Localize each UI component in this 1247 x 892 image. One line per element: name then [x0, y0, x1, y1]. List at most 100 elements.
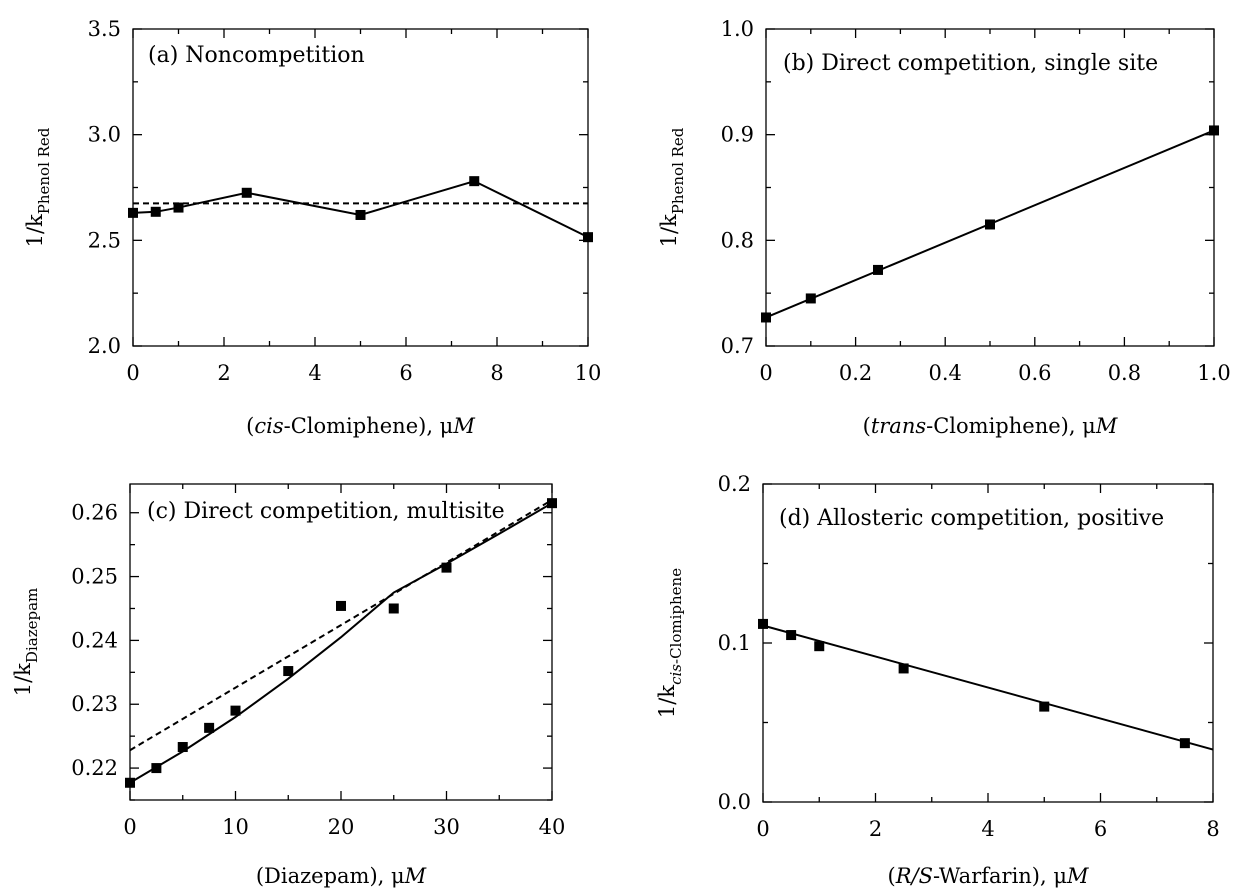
- x-axis-title-unit: M: [452, 414, 475, 438]
- data-point: [150, 206, 161, 217]
- x-tick-label: 40: [539, 815, 566, 839]
- data-point: [873, 264, 883, 275]
- data-point: [761, 312, 771, 323]
- x-tick-label: 0: [759, 361, 772, 385]
- fit-line: [129, 502, 553, 784]
- x-tick-label: 6: [399, 361, 412, 385]
- data-point: [1179, 738, 1190, 749]
- data-point: [173, 202, 184, 213]
- panel-a: 0 2 4 6 8 10 2.0 2.5 3.0 3.5 (a) Noncompetition (ci…: [23, 17, 601, 438]
- x-tick-label: 1.0: [1197, 361, 1230, 385]
- data-point: [469, 176, 480, 187]
- fit-line: [762, 624, 1214, 751]
- y-tick-label: 1.0: [721, 17, 754, 41]
- x-axis-title-part: -Clomiphene), μ: [926, 414, 1096, 438]
- x-tick-label: 8: [1206, 817, 1219, 841]
- data-point: [758, 618, 768, 629]
- plot-frame: [132, 28, 589, 347]
- x-axis-title: (trans-Clomiphene), μM: [863, 414, 1118, 438]
- x-tick-label: 4: [981, 817, 994, 841]
- x-tick-label: 2: [217, 361, 230, 385]
- x-axis-title: (R/S-Warfarin), μM: [887, 864, 1089, 888]
- y-tick-label: 3.0: [88, 123, 121, 147]
- y-tick-label: 0.26: [71, 501, 118, 525]
- y-tick-label: 0.24: [71, 628, 118, 652]
- x-axis-title-unit: M: [1066, 864, 1089, 888]
- x-axis-title-italic: trans: [871, 414, 927, 438]
- panel-title: (a) Noncompetition: [148, 43, 365, 68]
- x-tick-label: 2: [869, 817, 882, 841]
- y-axis-title-sub: Phenol Red: [35, 127, 53, 214]
- dashed-fit-line: [129, 499, 553, 752]
- x-axis-title-part: (: [863, 414, 871, 438]
- panel-d: 0 2 4 6 8 0.0 0.1 0.2 (d) Allosteric competition…: [655, 472, 1220, 888]
- x-axis-title-part: (Diazepam), μ: [256, 864, 405, 888]
- y-tick-label: 0.8: [721, 228, 754, 252]
- x-tick-label: 8: [490, 361, 503, 385]
- x-tick-label: 10: [222, 815, 249, 839]
- x-tick-label: 0: [123, 815, 136, 839]
- x-axis-title-italic: R/S: [895, 864, 933, 888]
- x-tick-label: 10: [575, 361, 602, 385]
- y-tick-label: 2.5: [88, 228, 121, 252]
- x-axis-title-part: (: [887, 864, 895, 888]
- y-tick-label: 0.2: [718, 472, 751, 496]
- x-axis-title-part: -Clomiphene), μ: [284, 414, 454, 438]
- data-point: [583, 232, 593, 243]
- panel-title: (b) Direct competition, single site: [783, 51, 1158, 76]
- y-tick-label: 0.23: [71, 692, 118, 716]
- y-axis-title-main: 1/k: [11, 663, 35, 696]
- x-tick-label: 0: [126, 361, 139, 385]
- data-point: [128, 207, 138, 218]
- x-tick-label: 0.4: [928, 361, 961, 385]
- y-tick-label: 0.7: [721, 334, 754, 358]
- data-point: [985, 219, 995, 230]
- data-point: [204, 722, 215, 733]
- series-line: [132, 180, 589, 239]
- x-tick-label: 0: [756, 817, 769, 841]
- data-point: [547, 498, 557, 509]
- data-point: [336, 600, 346, 611]
- data-point: [898, 663, 909, 674]
- y-tick-label: 3.5: [88, 17, 121, 41]
- data-point: [1039, 701, 1050, 712]
- y-tick-label: 0.22: [71, 756, 118, 780]
- y-axis-title: 1/kPhenol Red: [23, 127, 53, 247]
- panel-c: 0 10 20 30 40 0.22 0.23 0.24 0.25 0.26 (c) Direct …: [11, 483, 566, 888]
- x-axis-title-part: (: [246, 414, 254, 438]
- x-axis-title-unit: M: [404, 864, 427, 888]
- y-tick-label: 0.0: [718, 790, 751, 814]
- y-axis-title-main: 1/k: [23, 214, 47, 247]
- data-point: [241, 187, 252, 198]
- y-axis-title-sub: Phenol Red: [669, 127, 687, 214]
- plot-frame: [765, 28, 1215, 347]
- data-point: [805, 293, 816, 304]
- y-axis-title-sub: -Clomiphene: [667, 568, 685, 664]
- panel-b: 0 0.2 0.4 0.6 0.8 1.0 0.7 0.8 0.9 1.0 (b) Direct c…: [657, 17, 1231, 438]
- data-point: [441, 562, 452, 573]
- data-point: [355, 209, 366, 220]
- y-axis-title-sub-italic: cis: [667, 664, 685, 685]
- x-tick-label: 0.8: [1108, 361, 1141, 385]
- y-axis-title-main: 1/k: [657, 214, 681, 247]
- y-tick-label: 0.9: [721, 123, 754, 147]
- data-point: [125, 777, 135, 788]
- x-tick-label: 0.6: [1018, 361, 1051, 385]
- data-point: [1209, 125, 1219, 136]
- x-axis-title-italic: cis: [254, 414, 283, 438]
- x-tick-label: 4: [308, 361, 321, 385]
- y-axis-title: 1/kDiazepam: [11, 588, 41, 697]
- data-point: [230, 705, 241, 716]
- y-axis-title-main: 1/k: [655, 685, 679, 718]
- x-axis-title: (Diazepam), μM: [256, 864, 427, 888]
- y-tick-label: 0.1: [718, 631, 751, 655]
- x-tick-label: 20: [328, 815, 355, 839]
- x-tick-label: 0.2: [839, 361, 872, 385]
- y-tick-label: 0.25: [71, 565, 118, 589]
- x-axis-title: (cis-Clomiphene), μM: [246, 414, 475, 438]
- x-axis-title-part: -Warfarin), μ: [933, 864, 1067, 888]
- y-tick-label: 2.0: [88, 334, 121, 358]
- y-axis-title: 1/kcis-Clomiphene: [655, 568, 685, 718]
- data-point: [177, 742, 188, 753]
